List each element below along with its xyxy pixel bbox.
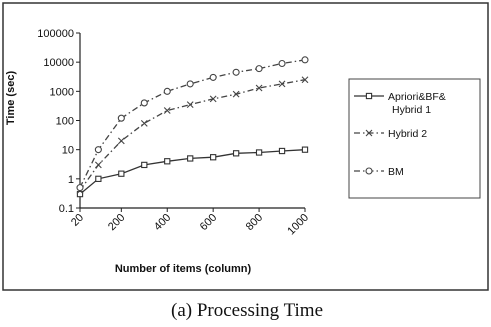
series-point-stroke (117, 137, 125, 145)
series-point (140, 119, 148, 127)
series-3 (76, 56, 309, 192)
series-point (210, 154, 217, 161)
series-layer (76, 56, 309, 198)
series-point (95, 175, 102, 182)
series-point (187, 155, 194, 162)
series-point (94, 161, 102, 169)
series-point-stroke (301, 76, 309, 84)
series-point (301, 56, 309, 64)
series-point (117, 114, 125, 122)
series-point-stroke (94, 161, 102, 169)
series-point (232, 150, 240, 157)
series-point (278, 80, 286, 88)
series-point (163, 107, 171, 114)
x-axis-title: Number of items (column) (115, 263, 252, 275)
legend: Apriori&BF& Hybrid 1 Hybrid 2 BM (348, 78, 481, 199)
series-point (94, 146, 102, 154)
y-tick-label: 100000 (37, 28, 74, 40)
series-point (365, 167, 373, 175)
series-point (232, 90, 240, 98)
series-point (255, 149, 263, 156)
legend-label: Apriori&BF& Hybrid 1 (388, 91, 446, 116)
series-point-stroke (365, 129, 373, 137)
series-point-stroke (232, 90, 240, 98)
y-tick-label: 1 (68, 174, 74, 186)
figure-caption: (a) Processing Time (171, 300, 323, 321)
series-point-stroke (140, 119, 148, 127)
series-point-stroke (186, 101, 194, 109)
legend-label: BM (388, 166, 404, 178)
series-point (164, 158, 171, 165)
series-point (278, 147, 286, 155)
series-point (365, 129, 373, 137)
y-tick-label: 1000 (50, 86, 74, 98)
series-point-stroke (255, 84, 263, 92)
legend-entry: Apriori&BF& Hybrid 1 (354, 91, 446, 116)
legend-entry: BM (354, 166, 404, 178)
series-point (76, 190, 84, 198)
series-point (209, 73, 217, 81)
y-tick-label: 100 (56, 116, 74, 128)
y-tick-label: 10000 (43, 57, 74, 69)
series-point (118, 170, 125, 177)
series-point (301, 76, 309, 84)
series-point (76, 184, 84, 192)
series-point (209, 95, 217, 103)
series-point (232, 68, 240, 76)
series-point-stroke (163, 107, 171, 114)
legend-entry: Hybrid 2 (354, 128, 427, 140)
series-point (141, 161, 148, 169)
series-point (163, 87, 171, 95)
series-point-stroke (278, 80, 286, 88)
legend-label: Hybrid 2 (388, 128, 427, 140)
series-point-stroke (209, 95, 217, 103)
y-tick-label: 10 (62, 145, 74, 157)
series-point (186, 80, 194, 88)
series-point (186, 101, 194, 109)
series-point (301, 146, 309, 153)
series-point (140, 99, 148, 107)
y-tick-label: 0.1 (59, 203, 74, 215)
series-point (117, 137, 125, 145)
y-axis-title: Time (sec) (5, 71, 17, 126)
series-point (278, 59, 286, 68)
series-1 (76, 146, 309, 198)
series-point (365, 92, 373, 100)
series-point (255, 84, 263, 92)
series-point (255, 65, 263, 73)
